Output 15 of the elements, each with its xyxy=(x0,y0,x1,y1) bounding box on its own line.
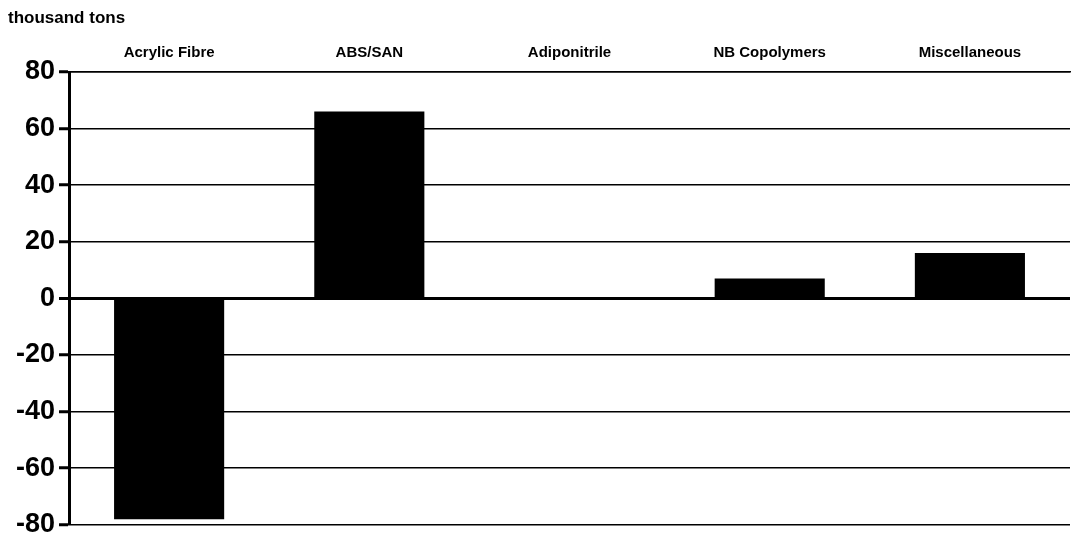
x-tick-label: ABS/SAN xyxy=(335,43,404,61)
y-tick-label: 20 xyxy=(24,225,56,256)
y-tick-label: 80 xyxy=(24,55,56,86)
y-tick-label: 0 xyxy=(39,281,56,312)
y-axis-title: thousand tons xyxy=(8,8,127,29)
x-tick-label: Adiponitrile xyxy=(527,43,612,61)
y-tick-label: 60 xyxy=(24,112,56,143)
x-tick-label: NB Copolymers xyxy=(713,43,826,61)
x-tick-label: Acrylic Fibre xyxy=(123,43,215,61)
y-tick-label: -80 xyxy=(15,508,56,539)
y-tick-label: -40 xyxy=(15,395,56,426)
y-tick-label: 40 xyxy=(24,168,56,199)
y-tick-label: -20 xyxy=(15,338,56,369)
x-tick-label: Miscellaneous xyxy=(918,43,1022,61)
y-tick-label: -60 xyxy=(15,451,56,482)
